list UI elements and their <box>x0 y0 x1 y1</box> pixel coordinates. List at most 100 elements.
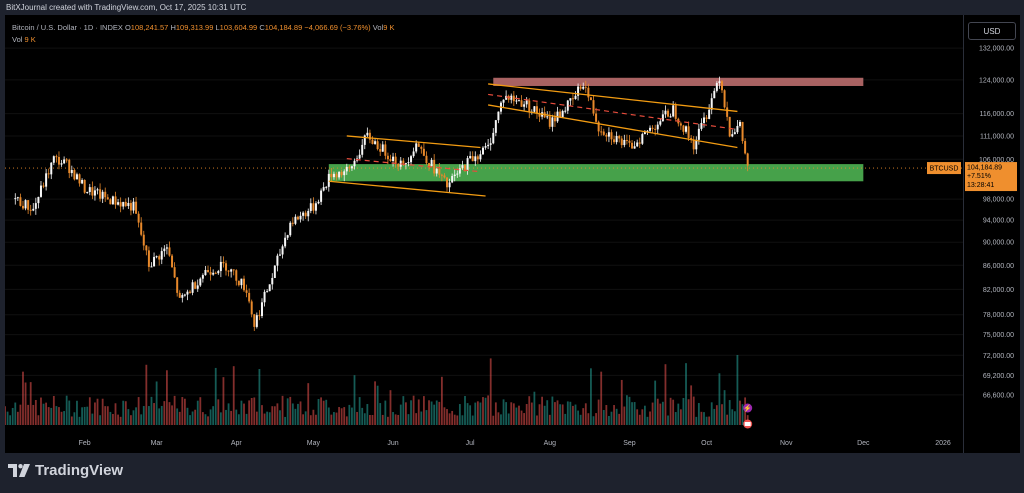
candle-body <box>708 109 711 119</box>
volume-bar <box>690 385 693 425</box>
candle-body <box>176 277 179 293</box>
volume-bar <box>682 397 685 425</box>
candle-body <box>433 159 436 174</box>
volume-bar <box>281 395 284 425</box>
candle-body <box>83 179 86 193</box>
candle-body <box>368 132 371 140</box>
candle-body <box>99 189 102 199</box>
candle-body <box>535 106 538 114</box>
tradingview-logo[interactable]: TradingView <box>8 462 123 479</box>
volume-bar <box>512 403 515 425</box>
volume-bar <box>664 364 667 425</box>
candle-body <box>451 176 454 183</box>
volume-bar <box>250 397 253 425</box>
volume-legend: Vol 9 K <box>12 35 36 44</box>
volume-bar <box>559 404 561 425</box>
candle-body <box>317 201 320 204</box>
candle-body <box>728 116 731 137</box>
volume-bar <box>24 382 27 425</box>
volume-bar <box>155 381 158 425</box>
candle-body <box>404 162 407 164</box>
volume-bar <box>631 402 633 425</box>
volume-bar <box>546 400 549 425</box>
candle-body <box>520 100 523 107</box>
volume-bar <box>384 400 387 425</box>
volume-bar <box>356 411 358 425</box>
candle-body <box>199 278 202 286</box>
candle-body <box>381 144 384 152</box>
y-tick-label: 72,000.00 <box>983 353 1014 360</box>
volume-bar <box>268 412 271 425</box>
candle-body <box>273 265 276 278</box>
volume-bar <box>294 408 297 425</box>
volume-bar <box>9 415 12 425</box>
volume-bar <box>140 414 143 425</box>
price-chart[interactable]: Feb Mar Apr May Jun Jul Aug Sep Oct Nov Dec 2026 ⚡ BT… <box>5 15 963 453</box>
candle-body <box>502 99 505 103</box>
candle-body <box>443 175 446 178</box>
volume-bar <box>369 414 371 425</box>
volume-bar <box>127 409 130 425</box>
volume-bar <box>613 405 615 425</box>
volume-bar <box>119 416 122 425</box>
candle-body <box>242 278 245 291</box>
candle-body <box>111 196 114 205</box>
price-axis[interactable]: 132,000.00 124,000.00 116,000.00 111,000.00… <box>963 15 1020 453</box>
volume-bar <box>451 410 454 425</box>
candle-body <box>322 187 325 191</box>
volume-bar <box>65 395 68 425</box>
volume-bar <box>543 405 546 425</box>
symbol-name[interactable]: Bitcoin / U.S. Dollar · 1D · INDEX <box>12 23 123 32</box>
volume-bar <box>605 405 608 425</box>
x-tick-label: Apr <box>231 440 243 447</box>
volume-bar <box>487 395 490 425</box>
volume-bar <box>271 406 274 425</box>
y-tick-label: 94,000.00 <box>983 218 1014 225</box>
volume-bar <box>245 413 248 425</box>
candle-body <box>392 156 395 161</box>
candle-body <box>703 117 706 123</box>
candle-body <box>96 189 99 191</box>
ticker-tag-text: BTCUSD <box>930 166 959 173</box>
volume-bar <box>600 371 603 425</box>
candle-body <box>610 132 613 140</box>
volume-bar <box>104 406 107 425</box>
candle-body <box>150 266 153 268</box>
volume-bar <box>566 401 569 425</box>
candle-body <box>258 315 261 317</box>
volume-bar <box>309 415 312 425</box>
plot-area[interactable]: Feb Mar Apr May Jun Jul Aug Sep Oct Nov Dec 2026 ⚡ BT… <box>5 15 963 453</box>
volume-bar <box>615 408 618 425</box>
volume-bar <box>482 397 484 425</box>
candle-body <box>332 173 335 178</box>
volume-bar <box>237 414 240 425</box>
candle-body <box>697 128 700 140</box>
candle-body <box>21 205 24 209</box>
volume-bar <box>376 385 379 425</box>
volume-bar <box>183 398 186 425</box>
volume-bar <box>351 407 353 425</box>
candle-body <box>178 292 181 298</box>
candle-body <box>471 156 474 162</box>
y-tick-label: 98,000.00 <box>983 197 1014 204</box>
candle-body <box>230 269 233 272</box>
candle-body <box>479 154 482 160</box>
volume-bar <box>5 406 6 425</box>
candle-body <box>633 146 636 149</box>
volume-bar <box>196 400 199 425</box>
volume-bar <box>474 402 477 425</box>
volume-bar <box>458 404 461 425</box>
currency-button[interactable]: USD <box>968 22 1016 40</box>
x-tick-label: 2026 <box>935 440 951 447</box>
volume-bar <box>422 396 425 425</box>
y-tick-label: 116,000.00 <box>979 111 1014 118</box>
candle-body <box>484 146 487 148</box>
volume-bar <box>392 412 394 425</box>
volume-bar <box>194 409 197 425</box>
candle-body <box>389 159 392 161</box>
volume-bar <box>507 413 510 425</box>
candle-body <box>335 173 338 178</box>
channel-midline <box>488 93 738 131</box>
volume-bar <box>412 395 415 425</box>
candle-body <box>564 110 567 112</box>
